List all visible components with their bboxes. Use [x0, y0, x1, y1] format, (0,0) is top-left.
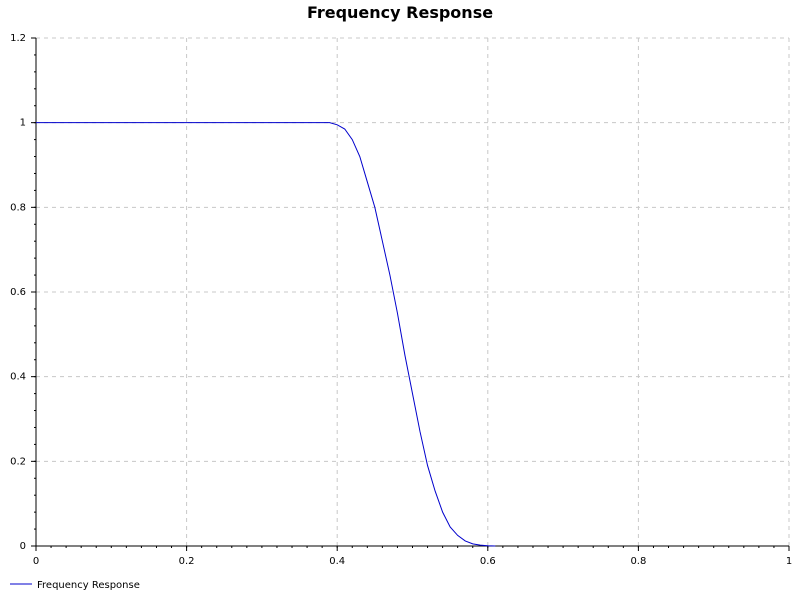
x-tick-label: 0.2 — [179, 556, 195, 567]
y-tick-label: 1.2 — [10, 33, 26, 44]
y-tick-label: 0.6 — [10, 287, 26, 298]
legend-label: Frequency Response — [37, 580, 140, 591]
x-tick-label: 0.6 — [480, 556, 496, 567]
x-tick-label: 0.8 — [630, 556, 646, 567]
y-tick-label: 0 — [20, 541, 26, 552]
chart-title: Frequency Response — [307, 3, 493, 22]
y-tick-label: 0.2 — [10, 456, 26, 467]
x-tick-label: 0 — [33, 556, 39, 567]
y-tick-label: 0.8 — [10, 202, 26, 213]
y-tick-label: 0.4 — [10, 372, 26, 383]
x-tick-label: 1 — [786, 556, 792, 567]
legend: Frequency Response — [10, 580, 140, 591]
series-layer — [36, 122, 496, 547]
x-tick-label: 0.4 — [329, 556, 345, 567]
series-line — [36, 122, 496, 547]
grid-lines — [36, 37, 790, 546]
y-tick-label: 1 — [20, 118, 26, 129]
axes: 0 0.2 0.4 0.6 0.8 1 0 0.2 0.4 0.6 0.8 1 1.2 — [10, 33, 792, 567]
